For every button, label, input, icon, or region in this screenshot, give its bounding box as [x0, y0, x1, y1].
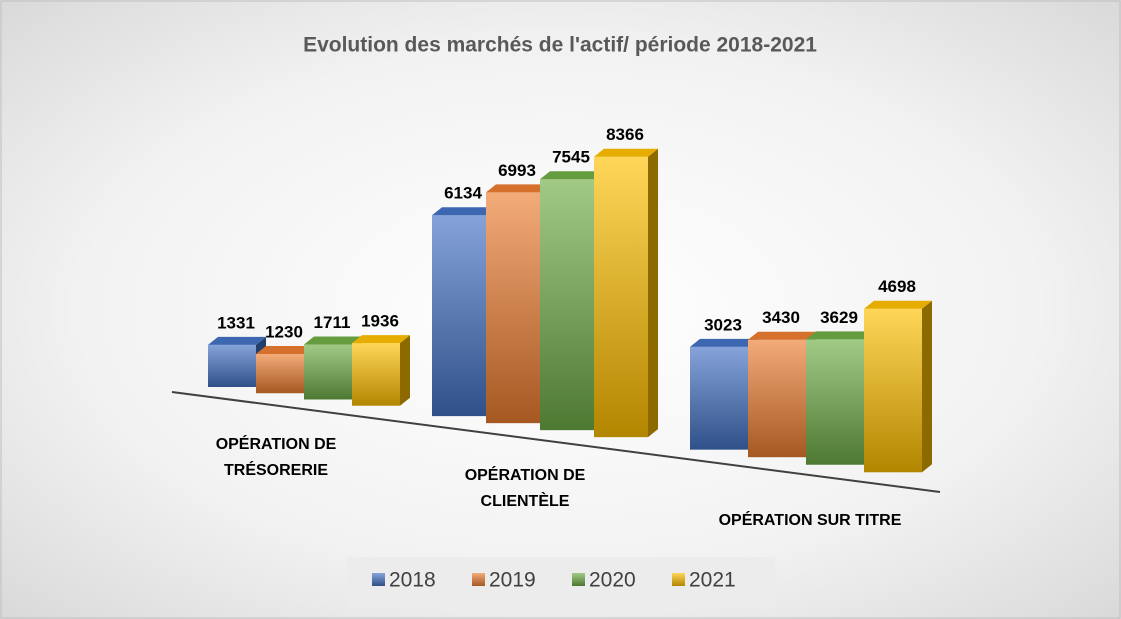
bar-top — [486, 184, 550, 193]
x-tick-label: OPÉRATION DE TRÉSORERIE — [215, 436, 337, 479]
bar-top — [352, 335, 410, 344]
bar-top — [304, 336, 362, 345]
legend-label: 2021 — [689, 569, 736, 592]
x-tick-label: OPÉRATION SUR TITRE — [718, 512, 902, 529]
legend-label: 2018 — [389, 569, 436, 592]
x-tick-label: OPÉRATION DE CLIENTÈLE — [464, 467, 586, 510]
data-label: 1230 — [265, 322, 303, 341]
legend-label: 2019 — [489, 569, 536, 592]
data-label: 1711 — [314, 313, 351, 332]
bar — [540, 179, 594, 431]
floor-line — [171, 391, 941, 493]
data-label: 7545 — [552, 148, 590, 167]
bar — [208, 344, 256, 387]
legend-label: 2020 — [589, 569, 636, 592]
bar — [864, 308, 922, 473]
bar-top — [748, 331, 816, 340]
bar-side — [648, 148, 658, 438]
legend-swatch — [472, 573, 485, 586]
bar — [806, 339, 864, 465]
bar — [748, 339, 806, 458]
legend-swatch — [372, 573, 385, 586]
bar-top — [256, 345, 314, 354]
bar-side — [400, 335, 410, 406]
data-label: 3430 — [762, 308, 800, 327]
bar — [256, 353, 304, 394]
bar — [432, 215, 486, 417]
bar-top — [208, 336, 266, 345]
bar — [304, 344, 352, 400]
bar — [594, 156, 648, 438]
bar — [486, 192, 540, 424]
bar-top — [594, 148, 658, 157]
bar-side — [922, 300, 932, 473]
data-label: 1331 — [217, 313, 255, 332]
bar-top — [806, 331, 874, 340]
legend-swatch — [672, 573, 685, 586]
data-label: 6134 — [444, 184, 482, 203]
bar-top — [864, 300, 932, 309]
chart-title: Evolution des marchés de l'actif/ périod… — [303, 34, 817, 57]
data-label: 3023 — [704, 315, 742, 334]
data-label: 8366 — [606, 125, 644, 144]
legend-swatch — [572, 573, 585, 586]
data-label: 1936 — [361, 312, 399, 331]
bar-top — [432, 207, 496, 216]
bar-top — [540, 171, 604, 180]
data-label: 6993 — [498, 161, 536, 180]
data-label: 3629 — [820, 308, 858, 327]
data-label: 4698 — [878, 277, 916, 296]
bar — [352, 343, 400, 406]
bar-top — [690, 338, 758, 347]
legend-box — [347, 557, 775, 607]
bar — [690, 346, 748, 450]
